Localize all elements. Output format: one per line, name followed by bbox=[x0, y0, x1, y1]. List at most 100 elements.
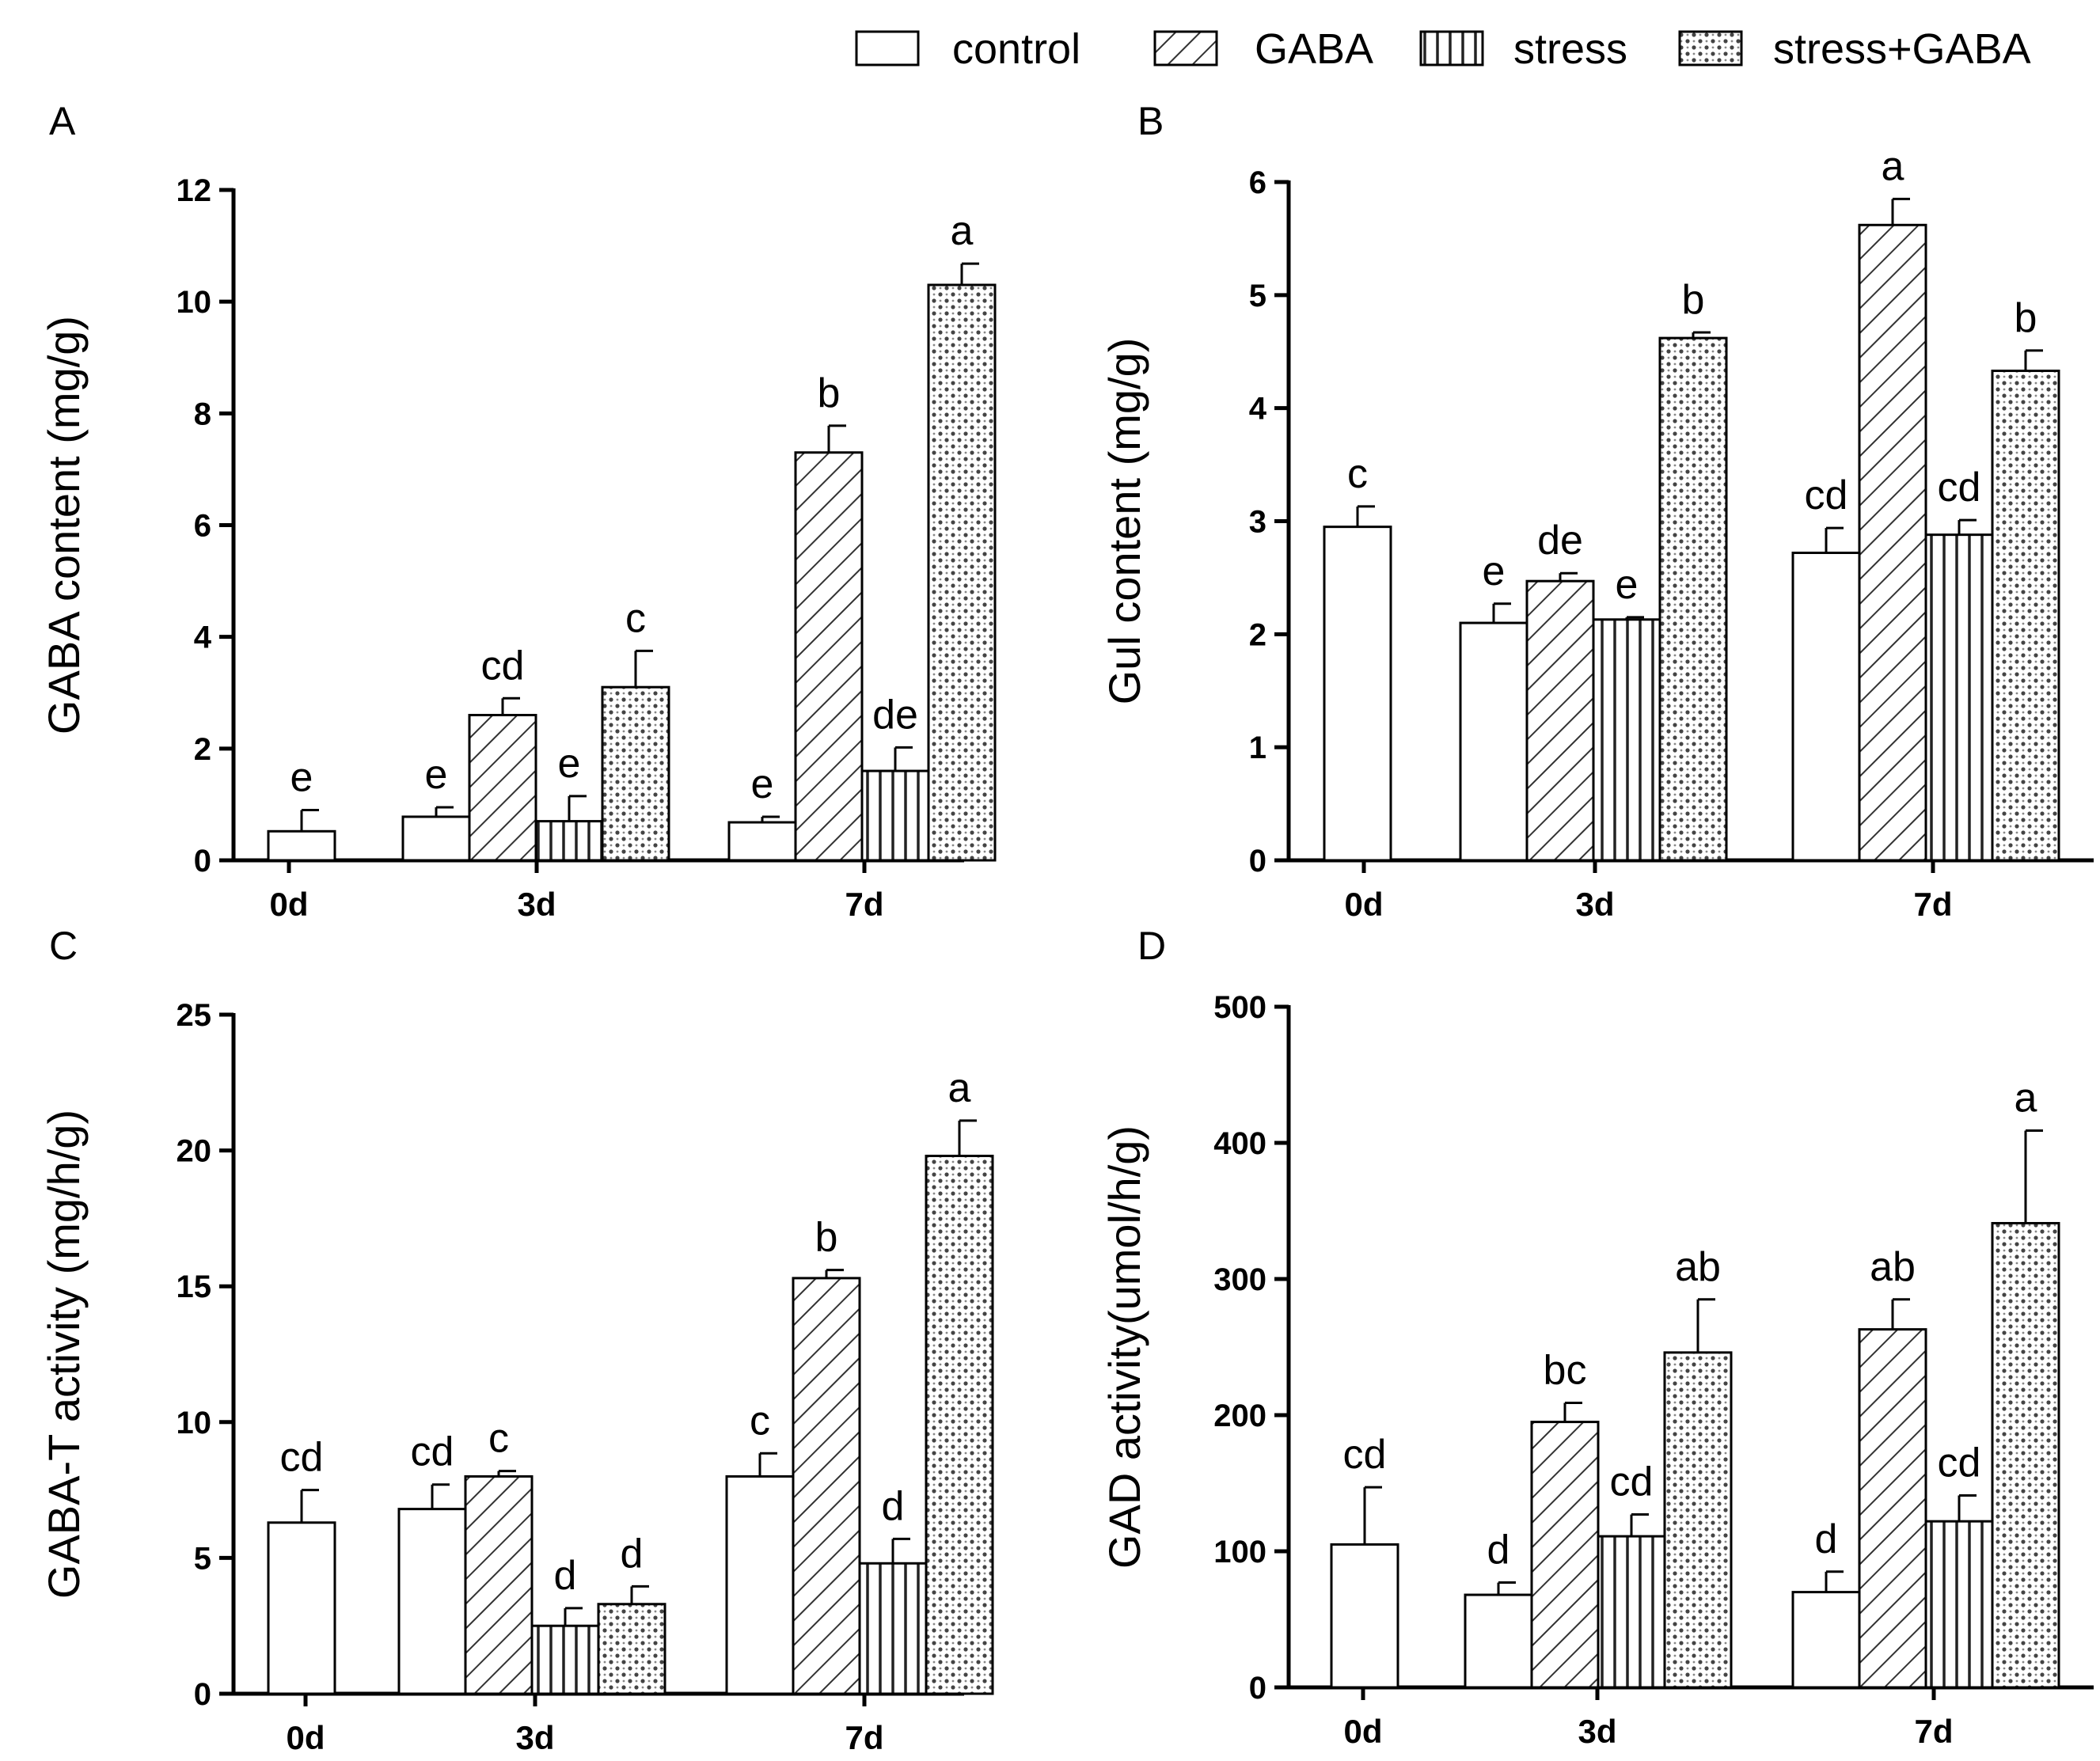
y-tick-label: 8 bbox=[194, 397, 211, 431]
significance-label: cd bbox=[1938, 1440, 1981, 1486]
bar-control-3d bbox=[1459, 621, 1528, 862]
legend-item-control: control bbox=[855, 25, 1080, 73]
bar-control-7d bbox=[725, 1474, 795, 1695]
y-tick-label: 0 bbox=[1249, 1671, 1266, 1706]
bar-control-7d bbox=[727, 821, 797, 862]
bar-control-3d bbox=[1464, 1593, 1533, 1689]
significance-label: d bbox=[554, 1553, 577, 1599]
x-tick-label: 3d bbox=[1578, 1713, 1616, 1750]
significance-label: a bbox=[1882, 143, 1904, 189]
bar-stress-plus-gaba-7d bbox=[925, 1154, 994, 1695]
bar-gaba-3d bbox=[468, 713, 537, 862]
significance-label: c bbox=[1347, 451, 1368, 497]
significance-label: cd bbox=[1343, 1432, 1387, 1478]
legend-item-stress-plus-gaba: stress+GABA bbox=[1678, 25, 2031, 73]
legend-item-stress: stress bbox=[1419, 25, 1627, 73]
legend-label: stress bbox=[1513, 25, 1627, 73]
y-tick-label: 400 bbox=[1213, 1126, 1266, 1161]
x-tick-label: 0d bbox=[1344, 886, 1383, 923]
y-tick-label: 500 bbox=[1213, 990, 1266, 1025]
y-tick-label: 2 bbox=[194, 732, 211, 767]
bar-gaba-3d bbox=[1525, 579, 1595, 862]
significance-label: e bbox=[558, 741, 581, 787]
legend-label: stress+GABA bbox=[1773, 25, 2031, 73]
bar-gaba-3d bbox=[464, 1474, 534, 1695]
significance-label: c bbox=[750, 1398, 770, 1444]
y-tick-label: 12 bbox=[177, 173, 212, 208]
legend-swatch bbox=[1153, 30, 1218, 66]
significance-label: d bbox=[1487, 1528, 1510, 1573]
y-tick-label: 15 bbox=[177, 1270, 212, 1304]
y-axis-label: GABA-T activity (mg/h/g) bbox=[39, 1110, 89, 1599]
bar-control-0d bbox=[1330, 1543, 1399, 1689]
significance-label: cd bbox=[1805, 473, 1848, 518]
bar-control-7d bbox=[1791, 1591, 1861, 1689]
legend-label: control bbox=[952, 25, 1080, 73]
significance-label: e bbox=[1483, 548, 1506, 594]
legend-swatch bbox=[1419, 30, 1484, 66]
y-tick-label: 3 bbox=[1249, 505, 1266, 540]
bar-stress-plus-gaba-3d bbox=[597, 1603, 666, 1695]
y-tick-label: 0 bbox=[1249, 844, 1266, 879]
significance-label: d bbox=[882, 1483, 905, 1529]
y-tick-label: 6 bbox=[1249, 165, 1266, 200]
y-tick-label: 200 bbox=[1213, 1399, 1266, 1433]
y-tick-label: 0 bbox=[194, 1677, 211, 1712]
panel-label: D bbox=[1137, 924, 1166, 968]
significance-label: d bbox=[1815, 1516, 1838, 1562]
y-tick-label: 300 bbox=[1213, 1262, 1266, 1297]
legend-item-gaba: GABA bbox=[1153, 25, 1373, 73]
bar-control-0d bbox=[267, 1521, 336, 1695]
x-tick-label: 3d bbox=[517, 886, 556, 923]
y-axis-label: GABA content (mg/g) bbox=[39, 316, 89, 734]
bar-stress-3d bbox=[534, 820, 604, 862]
x-tick-label: 0d bbox=[1343, 1713, 1382, 1750]
chart-panel-c: C GABA-T activity (mg/h/g) 0 5 10 15 20 25 0d 3d 7… bbox=[39, 924, 994, 1756]
bar-control-0d bbox=[267, 829, 336, 862]
bar-gaba-3d bbox=[1530, 1421, 1600, 1689]
x-tick-label: 7d bbox=[845, 1719, 883, 1756]
x-tick-label: 0d bbox=[269, 886, 308, 923]
legend-swatch bbox=[1678, 30, 1743, 66]
y-tick-label: 100 bbox=[1213, 1535, 1266, 1569]
x-tick-label: 7d bbox=[845, 886, 883, 923]
y-tick-label: 4 bbox=[194, 621, 212, 655]
x-tick-label: 7d bbox=[1914, 1713, 1953, 1750]
y-axis-label: GAD activity(umol/h/g) bbox=[1099, 1125, 1149, 1569]
significance-label: e bbox=[751, 761, 774, 807]
significance-label: b bbox=[815, 1215, 838, 1261]
panel-label: B bbox=[1137, 99, 1164, 143]
significance-label: a bbox=[2015, 1076, 2037, 1121]
significance-label: cd bbox=[411, 1429, 454, 1475]
chart-panel-d: D GAD activity(umol/h/g) 0 100 200 300 400 500 0… bbox=[1099, 924, 2094, 1750]
significance-label: ab bbox=[1675, 1244, 1721, 1290]
significance-label: a bbox=[948, 1065, 971, 1111]
y-tick-label: 6 bbox=[194, 509, 211, 544]
x-tick-label: 3d bbox=[1575, 886, 1614, 923]
bar-stress-7d bbox=[1924, 533, 1994, 862]
bar-control-0d bbox=[1323, 526, 1392, 862]
y-tick-label: 5 bbox=[1249, 279, 1266, 313]
significance-label: e bbox=[291, 754, 313, 800]
significance-label: de bbox=[1537, 518, 1583, 564]
bar-stress-plus-gaba-3d bbox=[601, 685, 670, 862]
significance-label: ab bbox=[1870, 1244, 1916, 1290]
significance-label: cd bbox=[1938, 465, 1981, 510]
y-tick-label: 20 bbox=[177, 1134, 212, 1169]
bar-control-3d bbox=[397, 1508, 467, 1695]
x-tick-label: 3d bbox=[515, 1719, 554, 1756]
significance-label: b bbox=[2015, 295, 2037, 341]
bar-stress-plus-gaba-3d bbox=[1663, 1351, 1733, 1689]
significance-label: cd bbox=[280, 1435, 324, 1481]
y-tick-label: 10 bbox=[177, 285, 212, 320]
bar-stress-7d bbox=[858, 1562, 928, 1695]
significance-label: de bbox=[872, 692, 918, 738]
bar-control-3d bbox=[401, 815, 471, 862]
significance-label: cd bbox=[1610, 1459, 1654, 1505]
significance-label: e bbox=[1616, 562, 1639, 608]
bar-stress-plus-gaba-7d bbox=[1991, 1221, 2060, 1689]
